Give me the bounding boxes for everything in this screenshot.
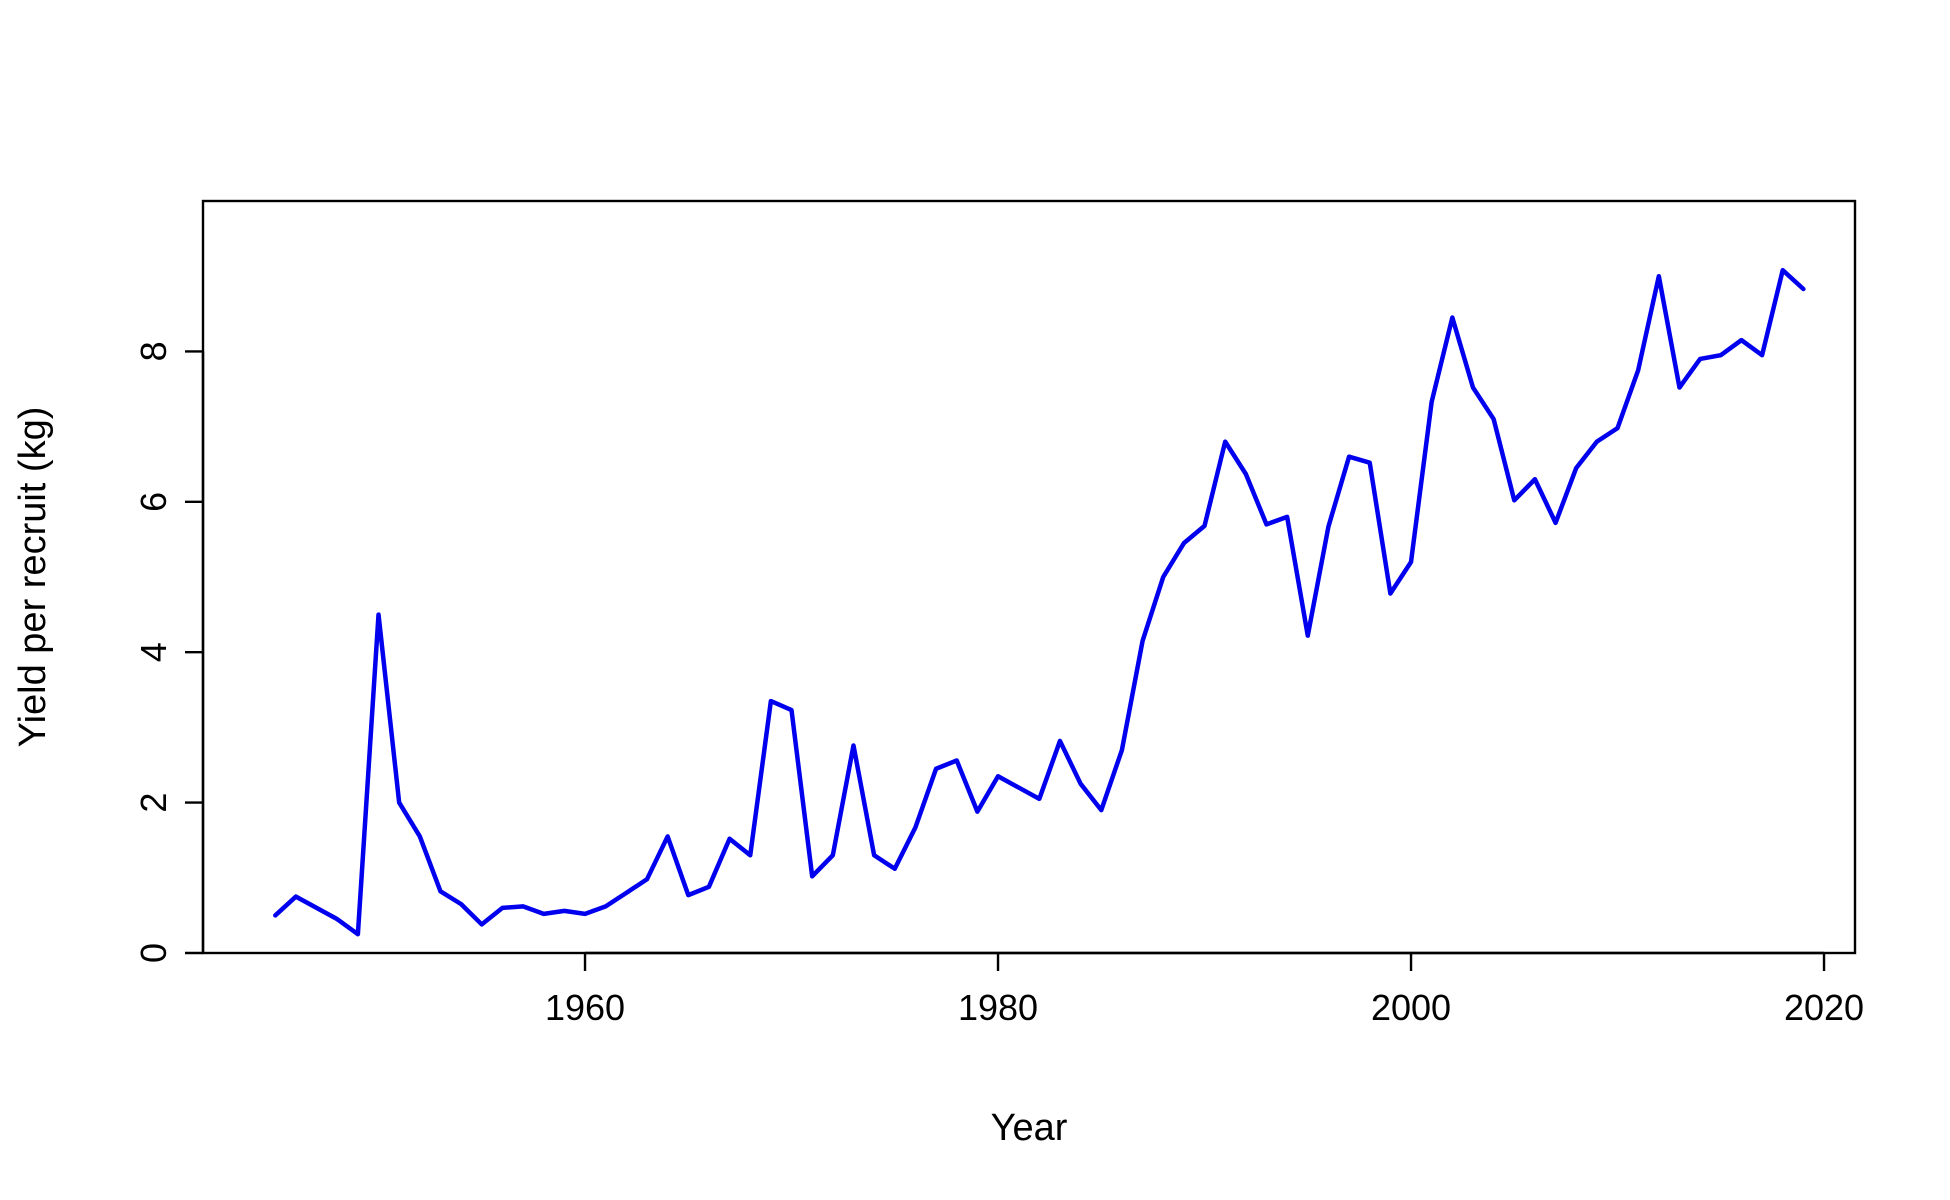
x-axis-title: Year <box>991 1107 1068 1149</box>
y-tick-label: 6 <box>133 492 174 512</box>
y-tick-label: 8 <box>133 341 174 361</box>
y-axis-title: Yield per recruit (kg) <box>12 407 54 748</box>
x-tick-label: 2000 <box>1371 987 1451 1028</box>
y-tick-label: 4 <box>133 642 174 662</box>
y-tick-label: 2 <box>133 793 174 813</box>
y-tick-label: 0 <box>133 943 174 963</box>
series-layer <box>273 267 1806 937</box>
plot-frame <box>201 199 1857 955</box>
x-tick-label: 1960 <box>545 987 625 1028</box>
x-axis: 1960 1980 2000 2020 <box>545 951 1864 1028</box>
x-tick-label: 1980 <box>958 987 1038 1028</box>
x-tick-label: 2020 <box>1784 987 1864 1028</box>
y-axis: 0 2 4 6 8 <box>133 341 205 963</box>
series-line <box>273 267 1806 937</box>
